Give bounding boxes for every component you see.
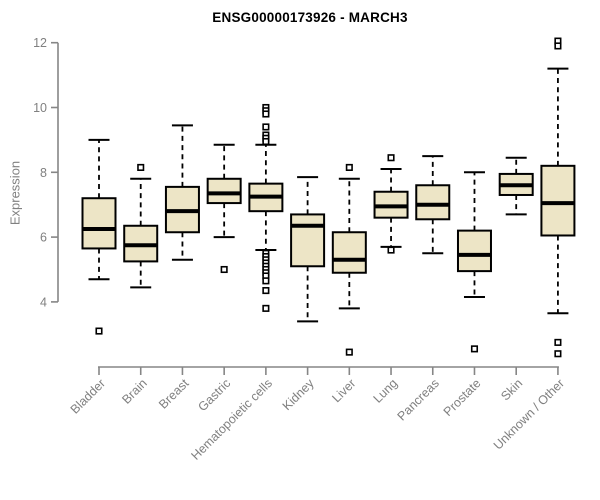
outlier-point xyxy=(95,327,103,335)
y-tick-label: 8 xyxy=(40,166,47,180)
x-category-label: Skin xyxy=(498,376,525,403)
x-category-label: Bladder xyxy=(68,376,108,416)
box-gastric xyxy=(206,177,242,205)
y-tick-label: 10 xyxy=(33,101,47,115)
y-tick-label: 6 xyxy=(40,231,47,245)
box-unknown-other xyxy=(540,164,576,237)
outlier-point xyxy=(554,350,562,358)
outlier-point xyxy=(554,338,562,346)
outlier-point xyxy=(220,265,228,274)
outlier-point xyxy=(137,163,145,171)
outlier-point xyxy=(345,348,353,356)
box-prostate xyxy=(456,229,492,273)
outlier-point xyxy=(387,246,395,254)
x-category-label: Hematopoietic cells xyxy=(188,376,275,463)
x-category-label: Pancreas xyxy=(395,376,442,423)
y-tick-label: 12 xyxy=(33,36,47,50)
outlier-point xyxy=(262,304,270,312)
outlier-point xyxy=(262,287,270,295)
x-category-label: Brain xyxy=(119,376,150,407)
outlier-point xyxy=(345,163,353,171)
outlier-point xyxy=(554,42,562,50)
x-category-label: Unknown / Other xyxy=(491,376,567,452)
x-category-label: Gastric xyxy=(195,376,233,414)
outlier-point xyxy=(470,345,479,353)
y-axis-label: Expression xyxy=(7,160,23,226)
box-kidney xyxy=(290,213,326,268)
x-category-label: Lung xyxy=(371,376,401,406)
y-tick-label: 4 xyxy=(40,295,47,309)
x-category-label: Breast xyxy=(156,376,192,412)
x-category-label: Kidney xyxy=(280,376,317,413)
outlier-point xyxy=(262,123,270,131)
x-category-label: Liver xyxy=(329,376,358,405)
outlier-point xyxy=(262,277,270,285)
box-liver xyxy=(331,231,367,274)
outlier-point xyxy=(262,137,270,146)
box-pancreas xyxy=(415,184,451,221)
outlier-point xyxy=(262,110,270,118)
chart-title: ENSG00000173926 - MARCH3 xyxy=(212,10,408,25)
x-category-label: Prostate xyxy=(441,376,484,419)
box-bladder xyxy=(81,197,117,250)
outlier-point xyxy=(387,154,395,162)
